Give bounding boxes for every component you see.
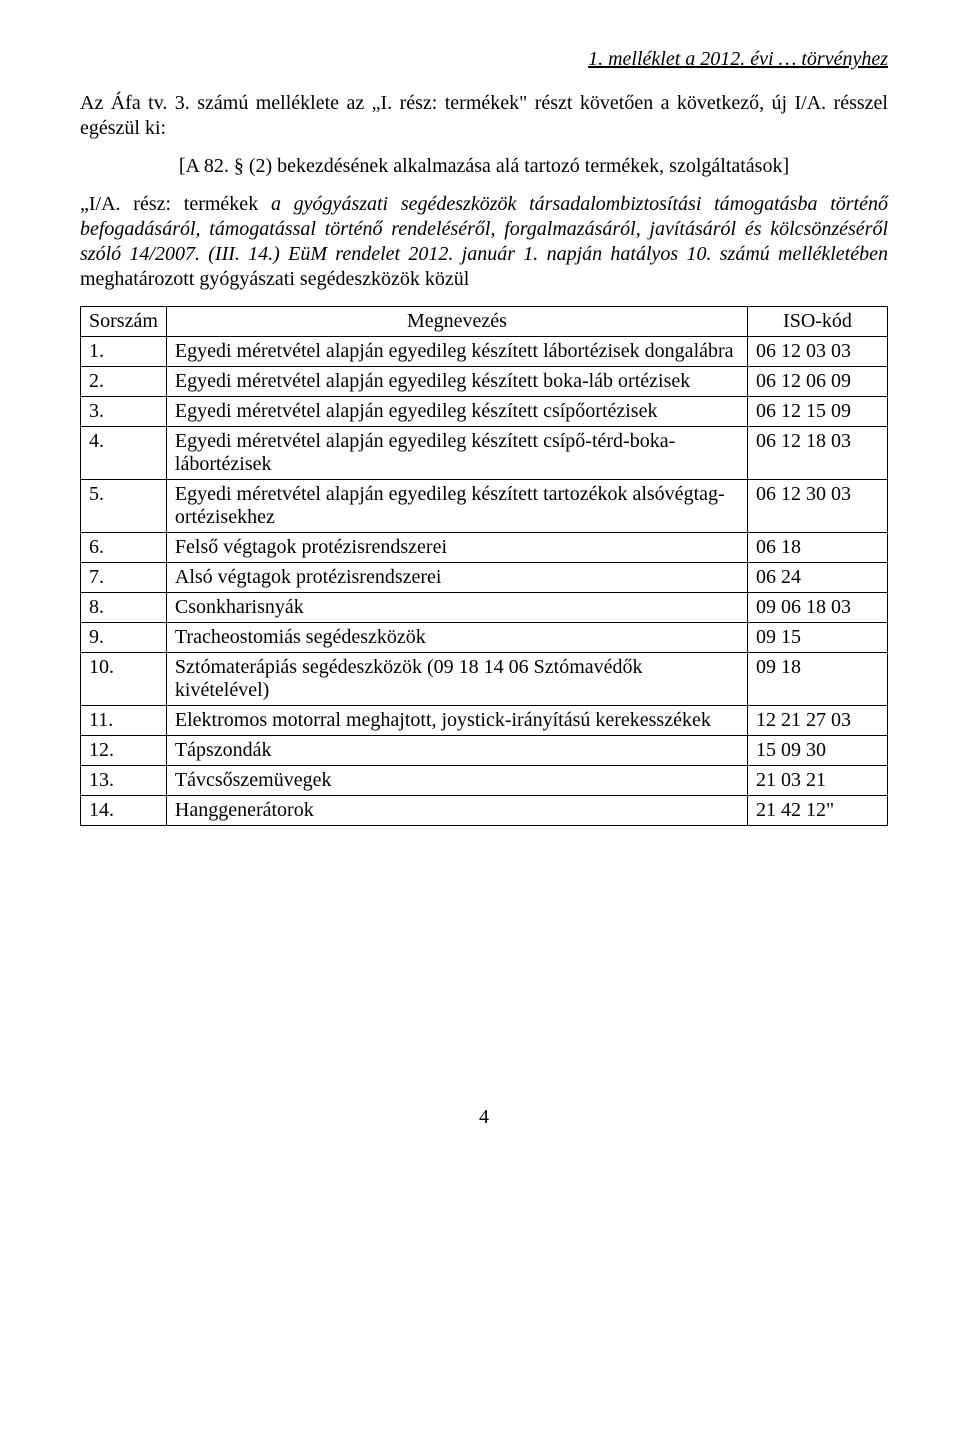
cell-megnevezes: Egyedi méretvétel alapján egyedileg kész… [166,427,747,480]
cell-megnevezes: Távcsőszemüvegek [166,766,747,796]
cell-sorszam: 4. [81,427,167,480]
cell-isokod: 12 21 27 03 [748,706,888,736]
cell-isokod: 21 03 21 [748,766,888,796]
cell-isokod: 09 15 [748,623,888,653]
cell-sorszam: 13. [81,766,167,796]
intro-paragraph-1: Az Áfa tv. 3. számú melléklete az „I. ré… [80,91,888,141]
table-row: 1.Egyedi méretvétel alapján egyedileg ké… [81,337,888,367]
cell-megnevezes: Csonkharisnyák [166,593,747,623]
table-row: 14.Hanggenerátorok21 42 12" [81,796,888,826]
cell-sorszam: 8. [81,593,167,623]
table-row: 12.Tápszondák15 09 30 [81,736,888,766]
intro-p3-prefix: „I/A. rész: termékek [80,193,271,215]
cell-megnevezes: Hanggenerátorok [166,796,747,826]
cell-sorszam: 12. [81,736,167,766]
cell-megnevezes: Egyedi méretvétel alapján egyedileg kész… [166,397,747,427]
cell-megnevezes: Felső végtagok protézisrendszerei [166,533,747,563]
page-number: 4 [80,1106,888,1129]
cell-sorszam: 11. [81,706,167,736]
table-row: 10.Sztómaterápiás segédeszközök (09 18 1… [81,653,888,706]
cell-isokod: 06 18 [748,533,888,563]
intro-p3-suffix: meghatározott gyógyászati segédeszközök … [80,268,469,290]
table-row: 4.Egyedi méretvétel alapján egyedileg ké… [81,427,888,480]
table-row: 7.Alsó végtagok protézisrendszerei06 24 [81,563,888,593]
table-row: 2.Egyedi méretvétel alapján egyedileg ké… [81,367,888,397]
cell-sorszam: 9. [81,623,167,653]
cell-megnevezes: Egyedi méretvétel alapján egyedileg kész… [166,367,747,397]
cell-isokod: 09 18 [748,653,888,706]
cell-isokod: 06 24 [748,563,888,593]
table-header-row: Sorszám Megnevezés ISO-kód [81,307,888,337]
cell-isokod: 15 09 30 [748,736,888,766]
table-row: 13.Távcsőszemüvegek21 03 21 [81,766,888,796]
cell-isokod: 06 12 30 03 [748,480,888,533]
cell-sorszam: 6. [81,533,167,563]
col-header-sorszam: Sorszám [81,307,167,337]
table-row: 8.Csonkharisnyák09 06 18 03 [81,593,888,623]
col-header-megnevezes: Megnevezés [166,307,747,337]
cell-isokod: 06 12 18 03 [748,427,888,480]
table-row: 6.Felső végtagok protézisrendszerei06 18 [81,533,888,563]
col-header-isokod: ISO-kód [748,307,888,337]
cell-megnevezes: Elektromos motorral meghajtott, joystick… [166,706,747,736]
cell-sorszam: 5. [81,480,167,533]
cell-megnevezes: Egyedi méretvétel alapján egyedileg kész… [166,480,747,533]
cell-isokod: 06 12 15 09 [748,397,888,427]
table-row: 5.Egyedi méretvétel alapján egyedileg ké… [81,480,888,533]
cell-megnevezes: Egyedi méretvétel alapján egyedileg kész… [166,337,747,367]
table-row: 3.Egyedi méretvétel alapján egyedileg ké… [81,397,888,427]
cell-megnevezes: Tápszondák [166,736,747,766]
cell-sorszam: 7. [81,563,167,593]
cell-isokod: 09 06 18 03 [748,593,888,623]
cell-megnevezes: Sztómaterápiás segédeszközök (09 18 14 0… [166,653,747,706]
cell-isokod: 21 42 12" [748,796,888,826]
cell-sorszam: 3. [81,397,167,427]
intro-paragraph-3: „I/A. rész: termékek a gyógyászati segéd… [80,192,888,292]
cell-sorszam: 2. [81,367,167,397]
cell-isokod: 06 12 06 09 [748,367,888,397]
cell-isokod: 06 12 03 03 [748,337,888,367]
page-container: 1. melléklet a 2012. évi … törvényhez Az… [0,0,960,1169]
cell-sorszam: 14. [81,796,167,826]
intro-paragraph-2: [A 82. § (2) bekezdésének alkalmazása al… [80,155,888,178]
table-row: 9.Tracheostomiás segédeszközök09 15 [81,623,888,653]
cell-megnevezes: Alsó végtagok protézisrendszerei [166,563,747,593]
cell-sorszam: 10. [81,653,167,706]
cell-sorszam: 1. [81,337,167,367]
table-row: 11.Elektromos motorral meghajtott, joyst… [81,706,888,736]
annex-title: 1. melléklet a 2012. évi … törvényhez [80,48,888,71]
cell-megnevezes: Tracheostomiás segédeszközök [166,623,747,653]
items-table: Sorszám Megnevezés ISO-kód 1.Egyedi mére… [80,306,888,826]
